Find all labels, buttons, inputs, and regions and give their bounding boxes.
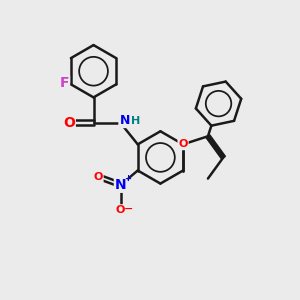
Text: O: O	[116, 205, 125, 215]
Text: −: −	[123, 204, 133, 214]
Text: O: O	[178, 140, 188, 149]
Text: H: H	[131, 116, 140, 126]
Text: F: F	[60, 76, 69, 90]
Text: H: H	[131, 116, 140, 126]
Text: N: N	[115, 178, 127, 192]
Text: O: O	[63, 116, 75, 130]
Text: O: O	[93, 172, 103, 182]
Text: +: +	[124, 174, 131, 183]
Text: N: N	[119, 114, 130, 127]
Text: N: N	[119, 114, 130, 127]
